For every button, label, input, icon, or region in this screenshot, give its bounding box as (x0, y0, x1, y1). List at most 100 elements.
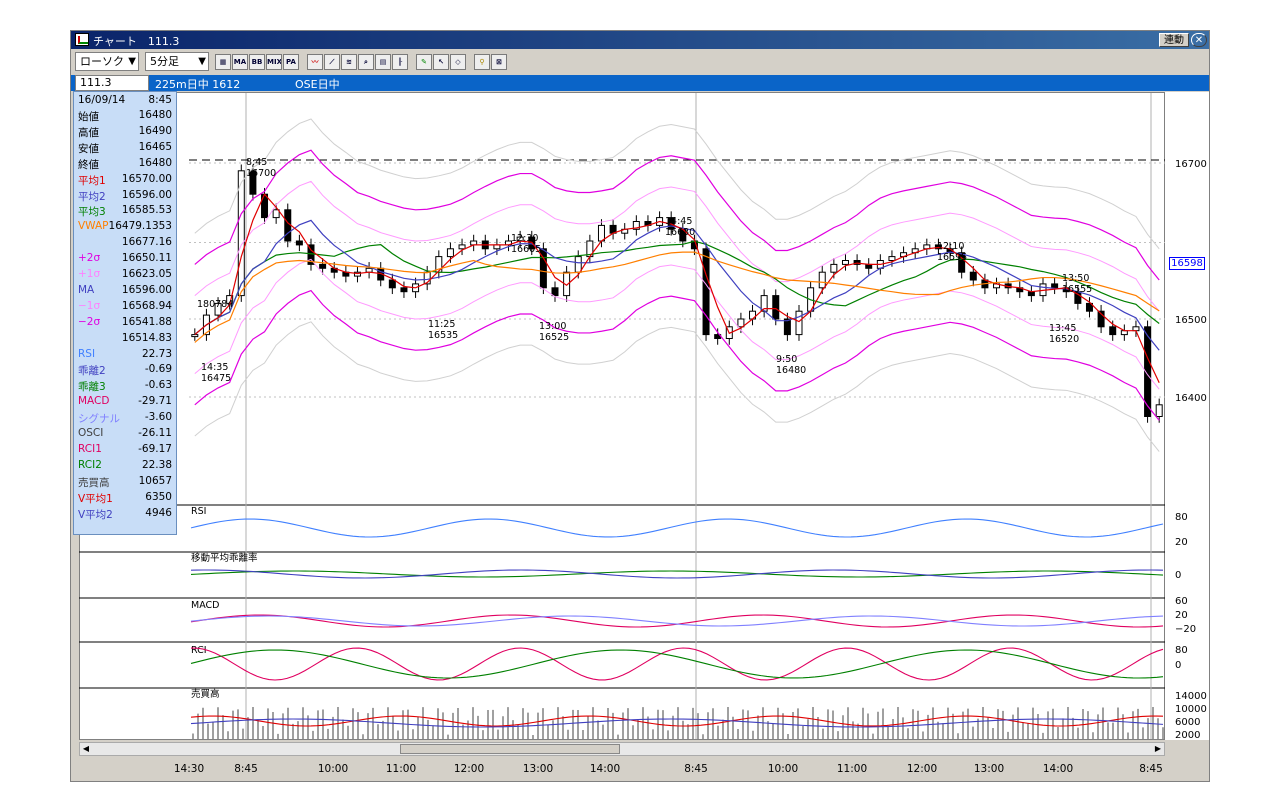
readout-row: VWAP 16479.1353 (78, 220, 174, 235)
readout-value: 16570.00 (121, 172, 172, 185)
annotation-time: 12:30 (511, 233, 538, 244)
subchart-label: MACD (191, 600, 219, 611)
candle-body (737, 318, 745, 328)
chart-settings-icon[interactable]: ▦ (215, 54, 231, 70)
scroll-thumb[interactable] (400, 744, 620, 754)
readout-value: 16596.00 (121, 188, 172, 201)
bb-icon[interactable]: BB (249, 54, 265, 70)
readout-value: -29.71 (138, 395, 172, 408)
readout-key: 高値 (78, 126, 99, 139)
candle-body (934, 244, 942, 250)
scroll-left-icon[interactable]: ◀ (82, 744, 90, 753)
readout-row: 16677.16 (78, 236, 174, 251)
candle-body (400, 287, 408, 293)
close-icon[interactable]: ✕ (1191, 33, 1207, 47)
annotation-time: 13:00 (539, 321, 566, 332)
cursor-icon[interactable]: ↖ (433, 54, 449, 70)
readout-key: V平均1 (78, 492, 113, 505)
fibonacci-icon[interactable]: ≋ (341, 54, 357, 70)
rci1-line (190, 647, 1164, 681)
line-tool-icon[interactable]: 〰 (307, 54, 323, 70)
chart-window: チャート 111.3 連動 ✕ ローソク ▼ 5分足 ▼ ▦ MA BB MIX P… (70, 30, 1210, 782)
reset-icon[interactable]: ⊠ (491, 54, 507, 70)
calc-icon[interactable]: ▤ (375, 54, 391, 70)
subchart-tick: 14000 (1175, 691, 1207, 702)
readout-row: V平均1 6350 (78, 491, 174, 506)
readout-key: 終値 (78, 158, 99, 171)
trend-tool-icon[interactable]: ⟋ (324, 54, 340, 70)
volume-ma1-line (190, 715, 1164, 727)
readout-value: 16480 (138, 109, 172, 121)
readout-value: -0.69 (144, 363, 172, 376)
candle-body (574, 256, 582, 273)
subchart-tick: 20 (1175, 610, 1188, 621)
pen-icon[interactable]: ✎ (416, 54, 432, 70)
candle-body (888, 256, 896, 262)
window-title: チャート 111.3 (93, 35, 180, 48)
annotation-time: 11:25 (428, 319, 455, 330)
readout-row: シグナル -3.60 (78, 411, 174, 426)
search-icon[interactable]: ⚲ (474, 54, 490, 70)
readout-row: 平均2 16596.00 (78, 189, 174, 204)
chevron-down-icon: ▼ (198, 56, 206, 67)
pa-icon[interactable]: PA (283, 54, 299, 70)
bb-lower2-line (194, 289, 1160, 421)
info-bar: 111.3 225m日中 1612 OSE日中 (71, 75, 1209, 91)
mix-icon[interactable]: MIX (266, 54, 282, 70)
time-tick-label: 8:45 (684, 763, 708, 775)
bars-icon[interactable]: ╟ (392, 54, 408, 70)
readout-value: 16479.1353 (108, 220, 172, 233)
readout-key: 平均3 (78, 206, 106, 219)
readout-key: 始値 (78, 111, 99, 123)
annotation-price: 16480 (776, 365, 806, 376)
readout-key: V平均2 (78, 508, 113, 521)
candle-body (783, 318, 791, 336)
candle-body (214, 302, 222, 316)
session-label: OSE日中 (295, 78, 340, 91)
candle-body (853, 260, 861, 265)
code-field[interactable]: 111.3 (75, 75, 149, 91)
interval-select[interactable]: 5分足 ▼ (145, 52, 209, 71)
candle-body (1085, 302, 1093, 312)
ma1-line (194, 193, 1160, 383)
annotation-time: 8:45 (246, 157, 267, 168)
candle-body (841, 260, 849, 265)
readout-row: +2σ 16650.11 (78, 252, 174, 267)
scroll-right-icon[interactable]: ▶ (1154, 744, 1162, 753)
ma-icon[interactable]: MA (232, 54, 248, 70)
chart-canvas: 1670016500164008:451670014:3516475180784… (79, 93, 1207, 741)
readout-key: MACD (78, 395, 110, 408)
time-tick-label: 8:45 (234, 763, 258, 775)
bb-upper1-line (194, 180, 1160, 312)
volume-ma2-line (190, 718, 1164, 728)
candle-body (1051, 283, 1059, 289)
readout-key: −2σ (78, 315, 101, 328)
subchart-label: 移動平均乖離率 (191, 552, 258, 564)
readout-key: 乖離2 (78, 365, 106, 378)
annotation-time: 180784 (197, 299, 233, 310)
eraser-icon[interactable]: ◇ (450, 54, 466, 70)
chevron-down-icon: ▼ (128, 56, 136, 67)
subchart-label: RCI (191, 645, 207, 656)
time-tick-label: 13:00 (973, 763, 1005, 775)
readout-panel: 16/09/14 8:45 始値 16480 高値 16490 安値 16465 終値 164… (73, 91, 177, 535)
horizontal-scrollbar[interactable]: ◀ ▶ (79, 742, 1165, 756)
chart-area[interactable] (79, 92, 1165, 740)
candle-body (353, 271, 361, 277)
rsi-line (190, 518, 1164, 538)
candle-body (551, 287, 559, 297)
subchart-tick: −20 (1175, 624, 1196, 635)
link-button[interactable]: 連動 (1159, 33, 1189, 47)
annotation-price: 16520 (1049, 334, 1079, 345)
zoom-icon[interactable]: ⌕ (358, 54, 374, 70)
readout-key: VWAP (78, 220, 109, 233)
candle-body (446, 248, 454, 258)
bb-upper3-line (194, 118, 1160, 250)
annotation-time: 14:45 (665, 216, 692, 227)
chart-type-select[interactable]: ローソク ▼ (75, 52, 139, 71)
bb-upper2-line (194, 149, 1160, 281)
vwap-line (194, 251, 1160, 343)
candle-body (295, 240, 303, 246)
price-axis (1165, 92, 1209, 740)
candle-body (958, 252, 966, 273)
